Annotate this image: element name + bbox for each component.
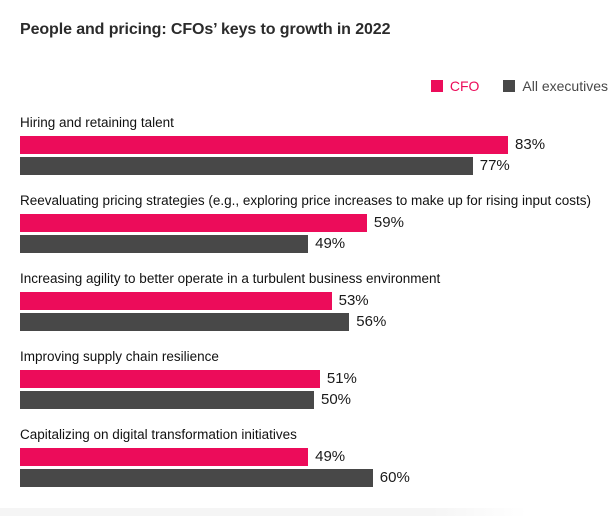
cfo-bar-row: 51%: [20, 370, 608, 388]
all-executives-value-label: 56%: [356, 313, 387, 330]
bottom-edge-strip: [0, 508, 527, 516]
chart-group: Improving supply chain resilience 51% 50%: [20, 346, 608, 409]
cfo-value-label: 59%: [373, 214, 404, 231]
cfo-swatch-icon: [430, 80, 443, 92]
all-executives-value-label: 50%: [321, 391, 352, 408]
cfo-bar: [20, 292, 332, 310]
cfo-bar-row: 53%: [20, 292, 608, 310]
cfo-value-label: 53%: [338, 292, 369, 309]
all-executives-bar-row: 49%: [20, 235, 608, 253]
cfo-bar: [20, 370, 320, 388]
category-label: Hiring and retaining talent: [20, 115, 174, 130]
all-executives-bar: [20, 313, 350, 331]
all-executives-value-label: 77%: [479, 157, 510, 174]
all-executives-value-label: 60%: [379, 469, 410, 486]
legend-label-all-executives: All executives: [522, 78, 608, 94]
chart-title: People and pricing: CFOs’ keys to growth…: [20, 21, 391, 38]
all-executives-bar: [20, 157, 473, 175]
all-executives-bar-row: 60%: [20, 469, 608, 487]
all-executives-bar-row: 77%: [20, 157, 608, 175]
legend-label-cfo: CFO: [449, 78, 480, 94]
bar-chart: Hiring and retaining talent 83% 77% Reevalu…: [20, 112, 608, 487]
cfo-value-label: 83%: [515, 136, 546, 153]
cfo-value-label: 49%: [315, 448, 346, 465]
cfo-bar: [20, 136, 509, 154]
all-executives-swatch-icon: [503, 80, 516, 92]
category-label: Improving supply chain resilience: [20, 349, 219, 364]
chart-group: Capitalizing on digital transformation i…: [20, 424, 608, 487]
all-executives-bar: [20, 469, 373, 487]
all-executives-bar-row: 50%: [20, 391, 608, 409]
cfo-bar-row: 59%: [20, 214, 608, 232]
all-executives-bar: [20, 391, 314, 409]
legend: CFO All executives: [20, 78, 608, 94]
all-executives-bar-row: 56%: [20, 313, 608, 331]
all-executives-bar: [20, 235, 309, 253]
chart-group: Hiring and retaining talent 83% 77%: [20, 112, 608, 175]
cfo-bar-row: 49%: [20, 448, 608, 466]
category-label: Capitalizing on digital transformation i…: [20, 427, 297, 442]
cfo-bar-row: 83%: [20, 136, 608, 154]
legend-item-all-executives: All executives: [503, 78, 608, 94]
chart-group: Increasing agility to better operate in …: [20, 268, 608, 331]
chart-group: Reevaluating pricing strategies (e.g., e…: [20, 190, 608, 253]
legend-item-cfo: CFO: [430, 78, 480, 94]
category-label: Increasing agility to better operate in …: [20, 271, 441, 286]
cfo-value-label: 51%: [326, 370, 357, 387]
category-label: Reevaluating pricing strategies (e.g., e…: [20, 193, 592, 208]
cfo-bar: [20, 448, 309, 466]
cfo-bar: [20, 214, 367, 232]
all-executives-value-label: 49%: [315, 235, 346, 252]
